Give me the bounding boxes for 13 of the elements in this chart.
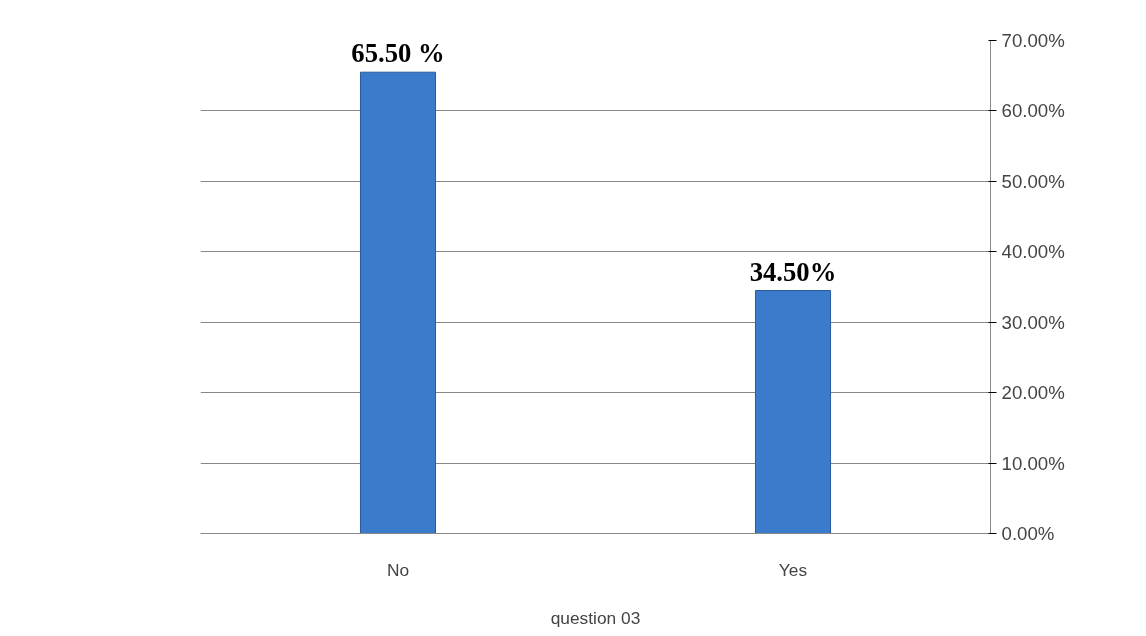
- x-tick-label: No: [386, 559, 410, 580]
- y-tick-label: 10.00%: [1001, 452, 1065, 474]
- data-label: 34.50%: [749, 256, 837, 287]
- x-axis-title: question 03: [550, 607, 641, 628]
- y-tick-label: 0.00%: [1001, 523, 1055, 544]
- x-tick-label: Yes: [778, 559, 808, 580]
- y-tick-label: 40.00%: [1001, 241, 1065, 263]
- y-tick-label: 60.00%: [1001, 100, 1065, 122]
- y-tick-label: 50.00%: [1001, 170, 1065, 192]
- y-tick-label: 30.00%: [1001, 311, 1065, 333]
- y-tick-label: 20.00%: [1001, 382, 1065, 404]
- data-label: 65.50 %: [351, 38, 445, 69]
- y-tick-label: 70.00%: [1001, 30, 1065, 51]
